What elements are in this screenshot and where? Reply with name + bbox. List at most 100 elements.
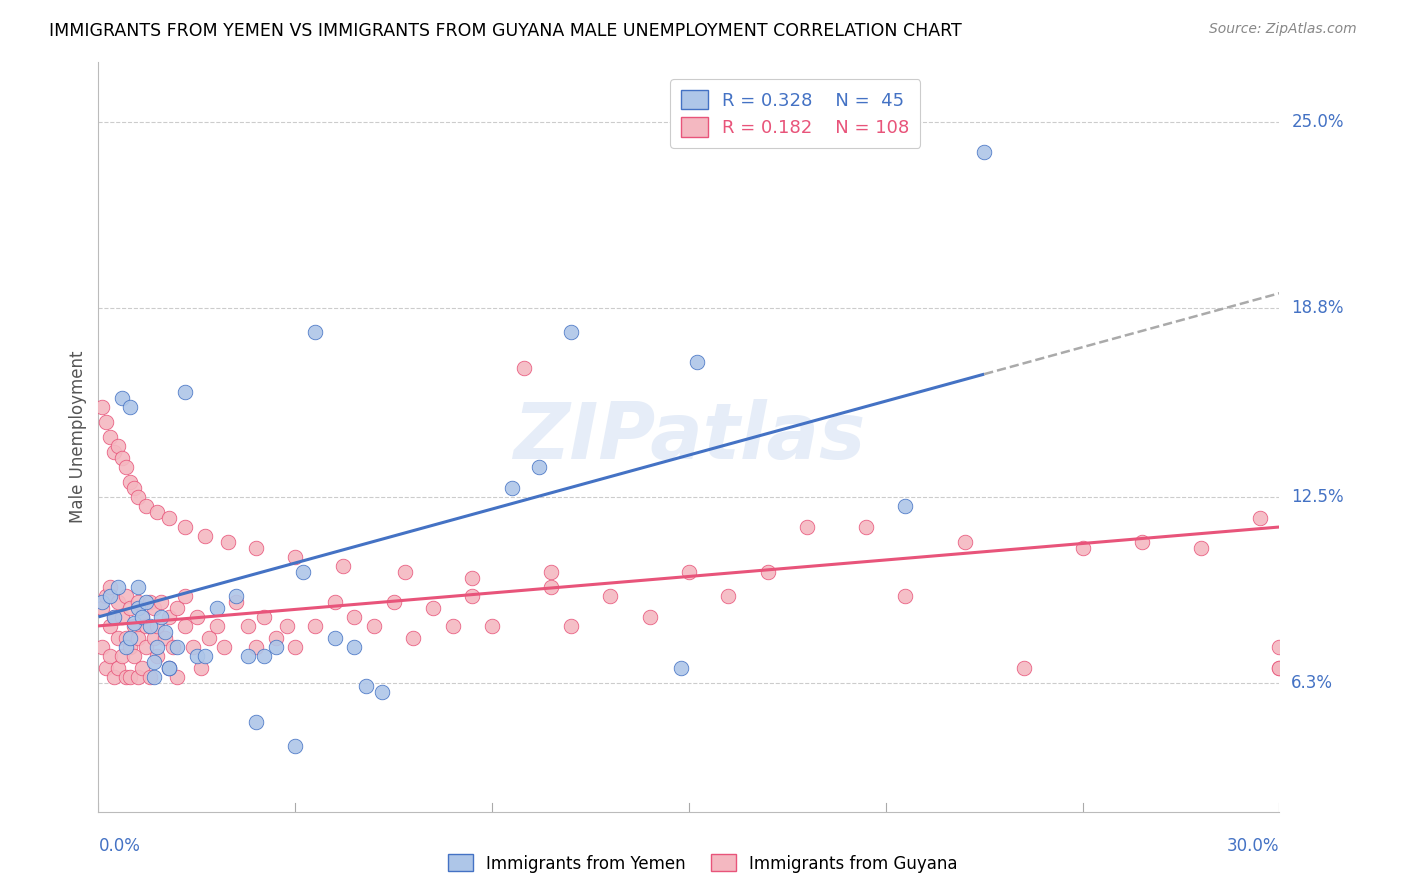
Point bbox=[225, 595, 247, 609]
Point bbox=[194, 648, 217, 663]
Text: IMMIGRANTS FROM YEMEN VS IMMIGRANTS FROM GUYANA MALE UNEMPLOYMENT CORRELATION CH: IMMIGRANTS FROM YEMEN VS IMMIGRANTS FROM… bbox=[49, 22, 962, 40]
Point bbox=[540, 565, 562, 579]
Text: 30.0%: 30.0% bbox=[1227, 837, 1279, 855]
Point bbox=[354, 679, 377, 693]
Text: ZIPatlas: ZIPatlas bbox=[513, 399, 865, 475]
Point bbox=[245, 714, 267, 729]
Point bbox=[142, 670, 165, 684]
Point bbox=[560, 619, 582, 633]
Point bbox=[323, 595, 346, 609]
Point bbox=[181, 640, 204, 654]
Point bbox=[127, 601, 149, 615]
Point bbox=[501, 481, 523, 495]
Point bbox=[245, 541, 267, 555]
Point bbox=[217, 535, 239, 549]
Y-axis label: Male Unemployment: Male Unemployment bbox=[69, 351, 87, 524]
Point bbox=[98, 648, 121, 663]
Point bbox=[135, 640, 157, 654]
Point bbox=[98, 619, 121, 633]
Point bbox=[122, 615, 145, 630]
Point bbox=[155, 631, 177, 645]
Point bbox=[146, 640, 169, 654]
Text: 18.8%: 18.8% bbox=[1291, 299, 1344, 318]
Point bbox=[1268, 661, 1291, 675]
Point bbox=[894, 589, 917, 603]
Point bbox=[284, 549, 307, 564]
Point bbox=[98, 580, 121, 594]
Point bbox=[284, 739, 307, 753]
Point bbox=[292, 565, 315, 579]
Point bbox=[1071, 541, 1094, 555]
Point bbox=[166, 601, 188, 615]
Point bbox=[894, 499, 917, 513]
Point bbox=[135, 499, 157, 513]
Point bbox=[115, 640, 138, 654]
Point bbox=[276, 619, 298, 633]
Point bbox=[245, 640, 267, 654]
Point bbox=[98, 430, 121, 444]
Point bbox=[142, 655, 165, 669]
Point bbox=[529, 460, 551, 475]
Text: 6.3%: 6.3% bbox=[1291, 673, 1333, 692]
Point bbox=[107, 631, 129, 645]
Point bbox=[131, 610, 153, 624]
Point bbox=[756, 565, 779, 579]
Point bbox=[127, 631, 149, 645]
Point bbox=[669, 661, 692, 675]
Point bbox=[150, 595, 173, 609]
Point bbox=[194, 529, 217, 543]
Point bbox=[1268, 661, 1291, 675]
Point bbox=[131, 610, 153, 624]
Point bbox=[481, 619, 503, 633]
Point bbox=[131, 661, 153, 675]
Point bbox=[166, 640, 188, 654]
Point bbox=[96, 589, 118, 603]
Point bbox=[205, 619, 228, 633]
Point bbox=[138, 670, 160, 684]
Point bbox=[304, 619, 326, 633]
Point bbox=[638, 610, 661, 624]
Point bbox=[402, 631, 425, 645]
Point bbox=[225, 589, 247, 603]
Point bbox=[186, 610, 208, 624]
Point bbox=[540, 580, 562, 594]
Point bbox=[91, 640, 114, 654]
Point bbox=[190, 661, 212, 675]
Point bbox=[197, 631, 219, 645]
Point bbox=[118, 640, 141, 654]
Point bbox=[264, 640, 287, 654]
Point bbox=[96, 661, 118, 675]
Point bbox=[115, 460, 138, 475]
Point bbox=[157, 610, 180, 624]
Text: 0.0%: 0.0% bbox=[98, 837, 141, 855]
Point bbox=[146, 619, 169, 633]
Point bbox=[107, 580, 129, 594]
Point bbox=[135, 595, 157, 609]
Point bbox=[103, 610, 125, 624]
Point bbox=[122, 481, 145, 495]
Point bbox=[118, 631, 141, 645]
Point bbox=[96, 415, 118, 429]
Point bbox=[214, 640, 236, 654]
Point bbox=[91, 595, 114, 609]
Point bbox=[118, 601, 141, 615]
Point bbox=[174, 589, 197, 603]
Point bbox=[174, 619, 197, 633]
Point bbox=[678, 565, 700, 579]
Point bbox=[157, 661, 180, 675]
Point bbox=[135, 619, 157, 633]
Point bbox=[236, 619, 259, 633]
Point bbox=[186, 648, 208, 663]
Point bbox=[855, 520, 877, 534]
Point bbox=[166, 670, 188, 684]
Point bbox=[174, 520, 197, 534]
Point bbox=[973, 145, 995, 160]
Point bbox=[103, 670, 125, 684]
Point bbox=[118, 670, 141, 684]
Point bbox=[150, 610, 173, 624]
Point bbox=[107, 661, 129, 675]
Point bbox=[146, 648, 169, 663]
Point bbox=[103, 445, 125, 459]
Point bbox=[157, 661, 180, 675]
Point bbox=[142, 601, 165, 615]
